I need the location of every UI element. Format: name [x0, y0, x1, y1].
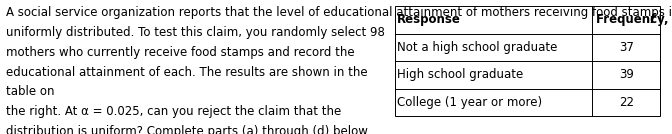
Text: High school graduate: High school graduate — [397, 68, 523, 81]
Text: distribution is uniform? Complete parts (a) through (d) below.: distribution is uniform? Complete parts … — [6, 125, 370, 134]
Text: 39: 39 — [619, 68, 634, 81]
Text: uniformly distributed. To test this claim, you randomly select 98: uniformly distributed. To test this clai… — [6, 26, 385, 39]
Text: College (1 year or more): College (1 year or more) — [397, 96, 542, 109]
Text: Not a high school graduate: Not a high school graduate — [397, 41, 557, 54]
Text: 22: 22 — [619, 96, 634, 109]
Text: table on: table on — [6, 85, 54, 98]
Text: Response: Response — [397, 13, 461, 26]
Text: f: f — [649, 13, 655, 26]
Bar — [395, 6, 660, 116]
Text: educational attainment of each. The results are shown in the: educational attainment of each. The resu… — [6, 66, 368, 79]
Text: the right. At α = 0.025, can you reject the claim that the: the right. At α = 0.025, can you reject … — [6, 105, 341, 118]
Text: mothers who currently receive food stamps and record the: mothers who currently receive food stamp… — [6, 46, 355, 59]
Text: A social service organization reports that the level of educational attainment o: A social service organization reports th… — [6, 6, 672, 19]
Text: Frequency,: Frequency, — [597, 13, 672, 26]
Text: 37: 37 — [619, 41, 634, 54]
